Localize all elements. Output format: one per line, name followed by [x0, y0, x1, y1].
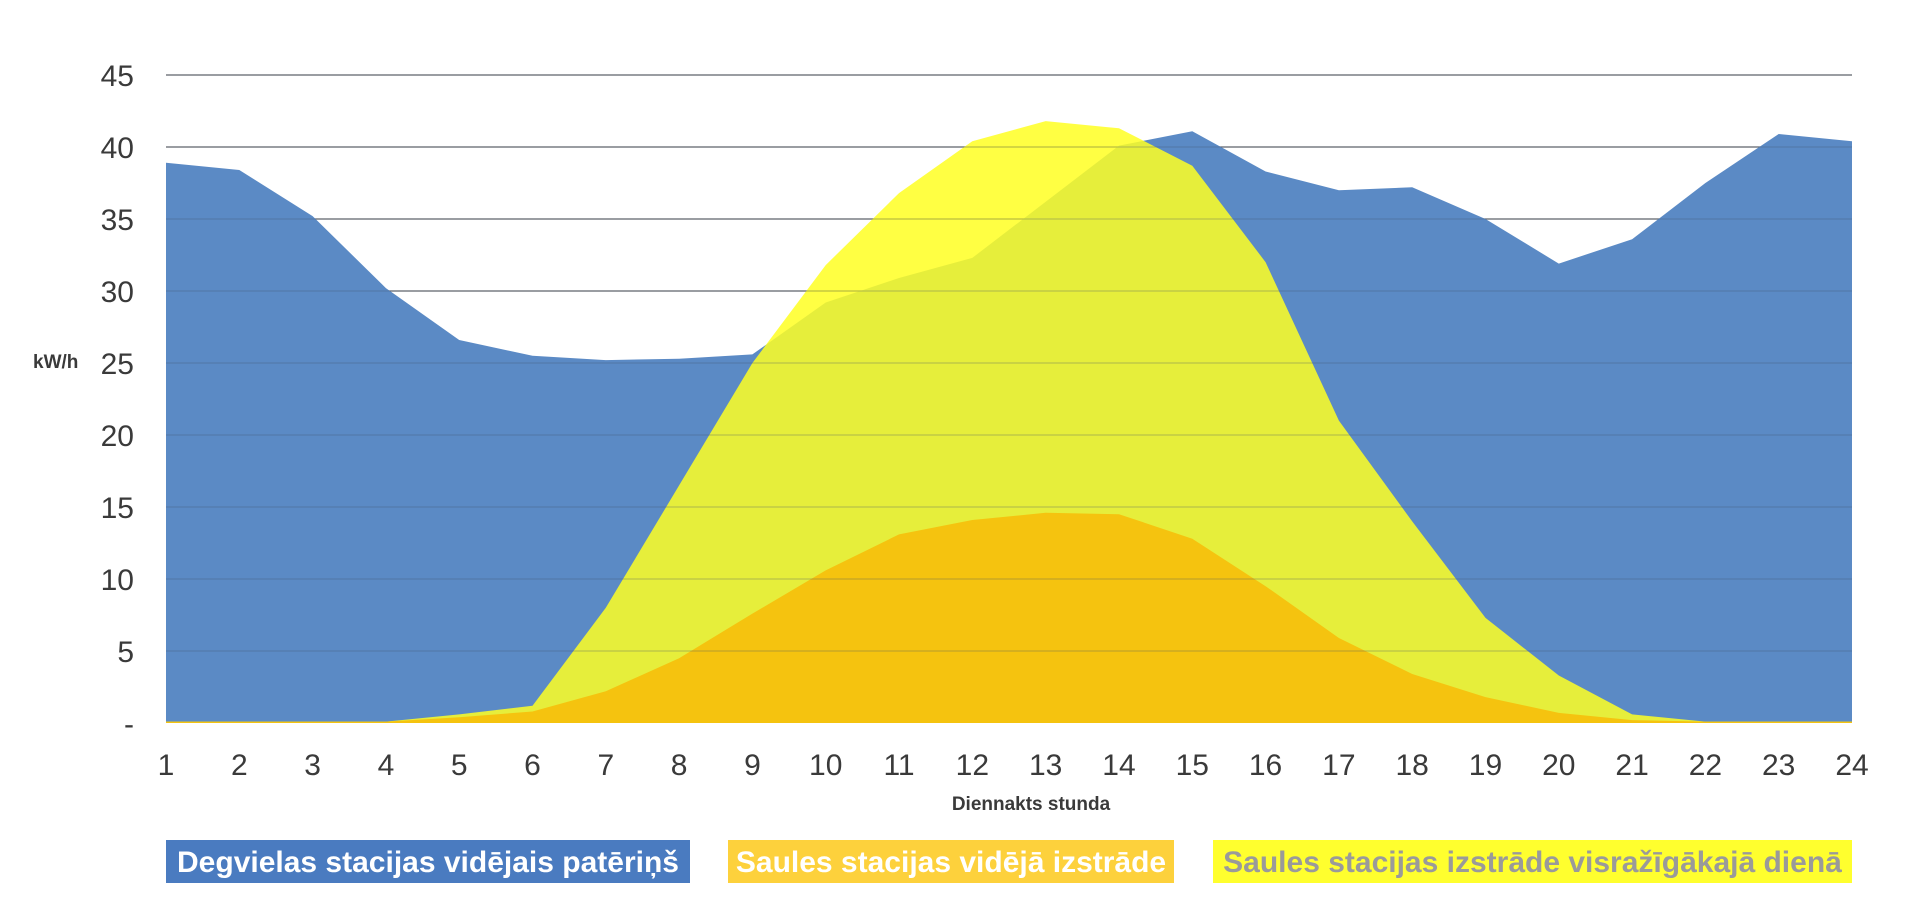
chart-areas: [166, 121, 1852, 724]
x-tick-label: 8: [671, 749, 688, 782]
y-tick-label: 40: [101, 132, 134, 165]
legend-swatch: [166, 840, 690, 883]
legend-item: Degvielas stacijas vidējais patēriņš: [166, 840, 690, 883]
legend-label: Degvielas stacijas vidējais patēriņš: [177, 846, 679, 879]
y-tick-label: 25: [101, 348, 134, 381]
x-tick-label: 22: [1689, 749, 1722, 782]
x-tick-label: 2: [231, 749, 248, 782]
legend-swatch: [728, 840, 1174, 883]
y-tick-label: 30: [101, 276, 134, 309]
x-tick-label: 9: [744, 749, 761, 782]
y-tick-label: 20: [101, 420, 134, 453]
x-tick-label: 16: [1249, 749, 1282, 782]
x-tick-label: 13: [1029, 749, 1062, 782]
y-axis-ticks: - 5 10 15 20 25 30 35 40 45: [101, 60, 134, 741]
y-tick-label: 10: [101, 564, 134, 597]
x-tick-label: 11: [883, 749, 914, 782]
gridlines-overlay: [166, 74, 1852, 652]
x-tick-label: 1: [158, 749, 175, 782]
x-tick-label: 4: [378, 749, 395, 782]
y-tick-label: 45: [101, 60, 134, 93]
legend-swatch: [1213, 840, 1852, 883]
x-tick-label: 23: [1762, 749, 1795, 782]
x-tick-label: 3: [304, 749, 321, 782]
x-tick-label: 19: [1469, 749, 1502, 782]
legend-label: Saules stacijas vidējā izstrāde: [736, 846, 1166, 879]
x-tick-label: 7: [597, 749, 614, 782]
legend: Degvielas stacijas vidējais patēriņš Saul…: [166, 840, 1852, 883]
legend-item: Saules stacijas vidējā izstrāde: [728, 840, 1174, 883]
y-tick-label: 15: [101, 492, 134, 525]
x-tick-label: 20: [1542, 749, 1575, 782]
x-tick-label: 15: [1176, 749, 1209, 782]
area-series-3: [166, 512, 1852, 723]
legend-item: Saules stacijas izstrāde visražīgākajā d…: [1213, 840, 1852, 883]
x-tick-label: 14: [1102, 749, 1135, 782]
x-tick-label: 10: [809, 749, 842, 782]
x-tick-label: 17: [1322, 749, 1355, 782]
x-axis-ticks: 1 2 3 4 5 6 7 8 9 10 11 12 13 14 15 16 17 18 19 20 21 22 23 24: [158, 749, 1869, 782]
x-tick-label: 5: [451, 749, 468, 782]
x-tick-label: 12: [956, 749, 989, 782]
y-tick-label: 35: [101, 204, 134, 237]
x-axis-label: Diennakts stunda: [952, 794, 1111, 815]
y-tick-label: 5: [117, 636, 134, 669]
x-tick-label: 6: [524, 749, 541, 782]
legend-label: Saules stacijas izstrāde visražīgākajā d…: [1223, 846, 1842, 879]
x-tick-label: 18: [1395, 749, 1428, 782]
y-axis-label: kW/h: [33, 352, 78, 373]
x-tick-label: 24: [1835, 749, 1868, 782]
area-series-2: [166, 121, 1852, 724]
x-tick-label: 21: [1615, 749, 1648, 782]
y-tick-label: -: [124, 708, 134, 741]
